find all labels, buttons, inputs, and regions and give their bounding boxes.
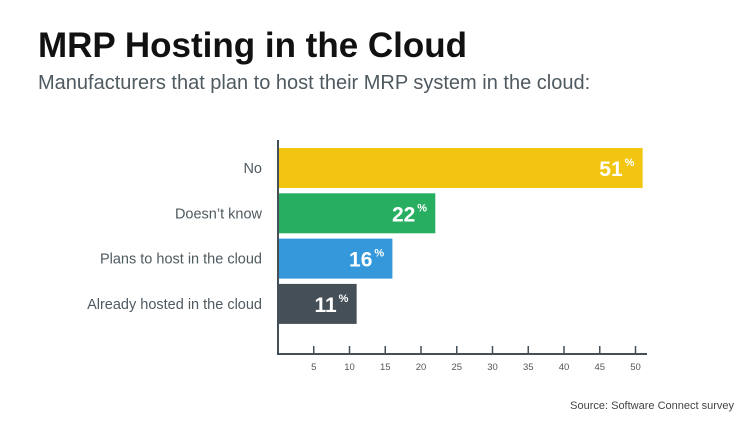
chart-title: MRP Hosting in the Cloud [38, 26, 468, 65]
percent-sign: % [339, 293, 349, 305]
category-label: No [243, 161, 262, 177]
bar [278, 283, 357, 324]
category-label: Plans to host in the cloud [100, 252, 262, 268]
value-label: 11 [314, 294, 337, 317]
category-label: Already hosted in the cloud [87, 297, 262, 313]
percent-sign: % [417, 202, 427, 214]
x-tick-label: 50 [630, 362, 641, 373]
percent-sign: % [625, 157, 635, 169]
x-tick-label: 30 [487, 362, 498, 373]
x-tick-label: 10 [344, 362, 355, 373]
source-note: Source: Software Connect survey [570, 400, 734, 412]
x-tick-label: 15 [380, 362, 391, 373]
bar [278, 148, 643, 188]
x-tick-label: 5 [311, 362, 316, 373]
bar [278, 193, 436, 234]
category-label: Doesn’t know [175, 206, 263, 222]
bar [278, 238, 393, 279]
x-tick-label: 20 [416, 362, 427, 373]
value-label: 16 [349, 249, 372, 272]
percent-sign: % [374, 248, 384, 260]
chart-subtitle: Manufacturers that plan to host their MR… [38, 72, 591, 94]
x-tick-label: 45 [594, 362, 605, 373]
x-tick-label: 35 [523, 362, 534, 373]
x-tick-label: 40 [559, 362, 570, 373]
x-tick-label: 25 [451, 362, 462, 373]
value-label: 51 [599, 158, 623, 181]
value-label: 22 [392, 203, 415, 226]
